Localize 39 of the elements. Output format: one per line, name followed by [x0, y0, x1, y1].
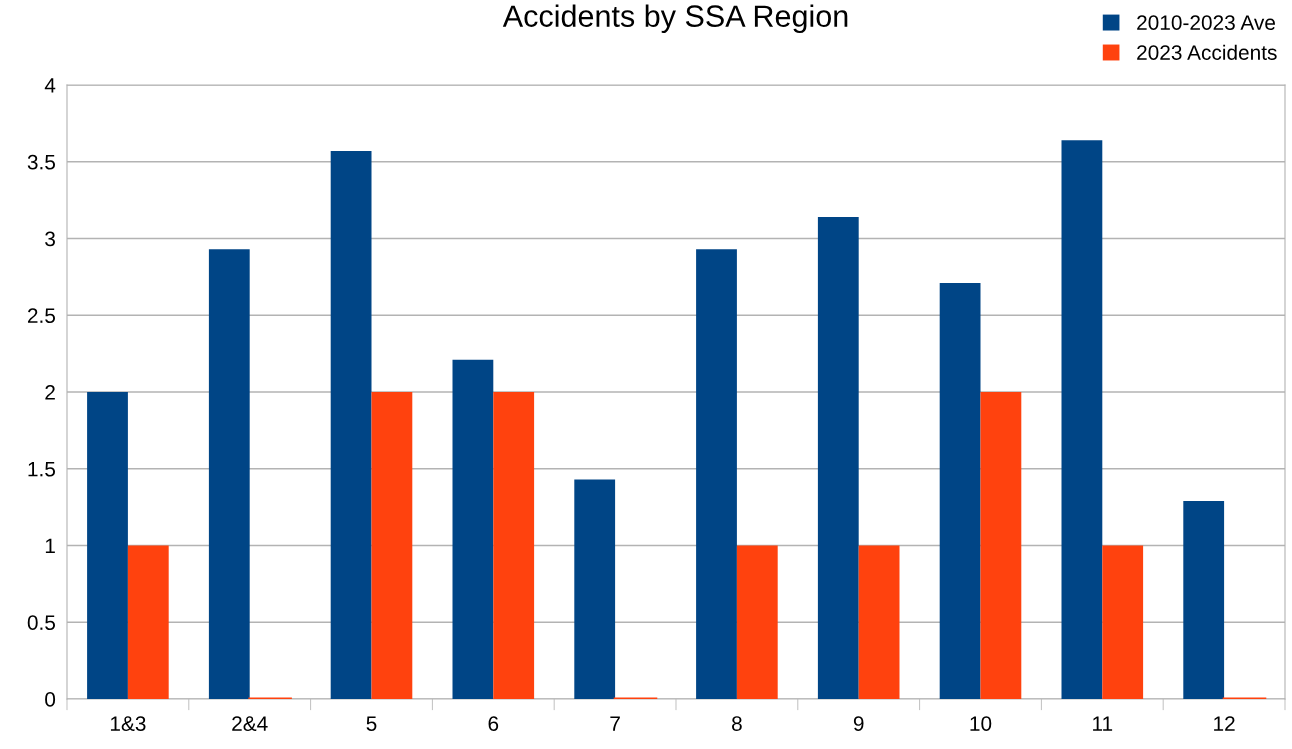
x-tick-label: 6 [488, 716, 499, 731]
legend-label: 2010-2023 Ave [1137, 15, 1275, 30]
bar [208, 249, 250, 699]
bar [87, 392, 128, 699]
bar [127, 545, 169, 699]
bar [696, 249, 737, 699]
y-tick-label: 0.5 [27, 615, 56, 630]
bar [858, 545, 900, 699]
y-tick-label: 3.5 [27, 154, 56, 170]
x-tick-label: 7 [610, 716, 620, 731]
x-tick-label: 10 [970, 716, 992, 731]
y-tick-label: 1 [45, 538, 55, 554]
x-tick-label: 5 [366, 716, 377, 731]
legend-label: 2023 Accidents [1137, 44, 1277, 60]
x-tick-label: 12 [1214, 716, 1235, 731]
bar [371, 392, 413, 699]
y-tick-label: 0 [45, 692, 56, 707]
bar [330, 151, 372, 699]
bar [939, 283, 981, 699]
x-tick-label: 2&4 [232, 716, 268, 731]
chart-title: Accidents by SSA Region [502, 4, 848, 34]
bar [980, 392, 1022, 699]
bar [493, 392, 535, 699]
x-tick-label: 8 [732, 716, 742, 731]
bar [736, 545, 778, 699]
bar [1183, 500, 1225, 699]
bar [574, 479, 616, 699]
y-tick-label: 1.5 [28, 461, 56, 477]
y-tick-label: 2.5 [27, 308, 56, 323]
bar [452, 359, 494, 699]
bar [1102, 545, 1144, 699]
x-tick-label: 9 [853, 716, 864, 731]
bar [817, 217, 859, 699]
bar [1061, 140, 1103, 699]
y-tick-label: 4 [44, 78, 56, 93]
y-tick-label: 3 [45, 231, 55, 247]
x-tick-label: 11 [1093, 716, 1113, 731]
x-tick-label: 1&3 [110, 716, 146, 731]
y-tick-label: 2 [45, 385, 55, 400]
